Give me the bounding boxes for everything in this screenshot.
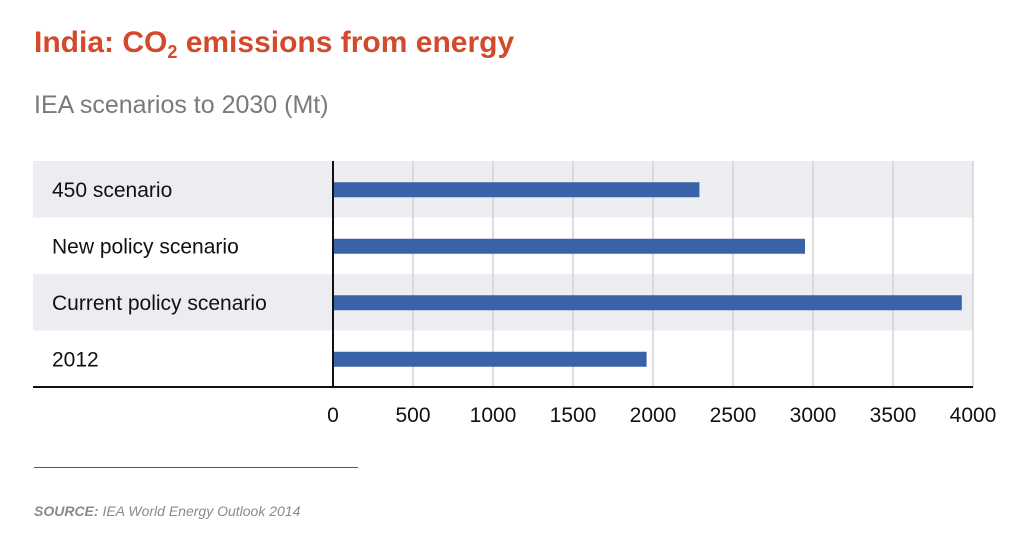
x-tick-label: 0 xyxy=(327,404,339,427)
source-note: SOURCE: IEA World Energy Outlook 2014 xyxy=(34,503,300,519)
source-divider xyxy=(34,467,358,468)
bar xyxy=(333,238,805,254)
category-labels: 450 scenario New policy scenario Current p… xyxy=(52,179,267,372)
chart-title: India: CO2 emissions from energy xyxy=(34,26,515,62)
x-tick-label: 500 xyxy=(395,404,430,427)
bar xyxy=(333,295,962,311)
axes xyxy=(33,161,973,388)
source-label: SOURCE: xyxy=(34,503,99,519)
title-subscript: 2 xyxy=(167,42,178,62)
bar xyxy=(333,351,647,367)
x-tick-labels: 0 500 1000 1500 2000 2500 3000 3500 4000 xyxy=(327,404,996,427)
x-tick-label: 3000 xyxy=(790,404,837,427)
bar xyxy=(333,182,700,198)
chart-subtitle: IEA scenarios to 2030 (Mt) xyxy=(34,91,329,119)
category-label: New policy scenario xyxy=(52,235,239,258)
category-label: 450 scenario xyxy=(52,179,172,202)
x-tick-label: 2000 xyxy=(630,404,677,427)
gridlines xyxy=(412,161,974,387)
title-suffix: emissions from energy xyxy=(177,26,515,59)
x-tick-label: 3500 xyxy=(870,404,917,427)
x-tick-label: 1500 xyxy=(550,404,597,427)
x-tick-label: 4000 xyxy=(950,404,997,427)
bars xyxy=(333,182,962,367)
source-text: IEA World Energy Outlook 2014 xyxy=(98,503,301,519)
category-label: 2012 xyxy=(52,348,99,371)
title-prefix: India: CO xyxy=(34,26,168,59)
x-tick-label: 2500 xyxy=(710,404,757,427)
category-label: Current policy scenario xyxy=(52,292,267,315)
x-tick-label: 1000 xyxy=(470,404,517,427)
